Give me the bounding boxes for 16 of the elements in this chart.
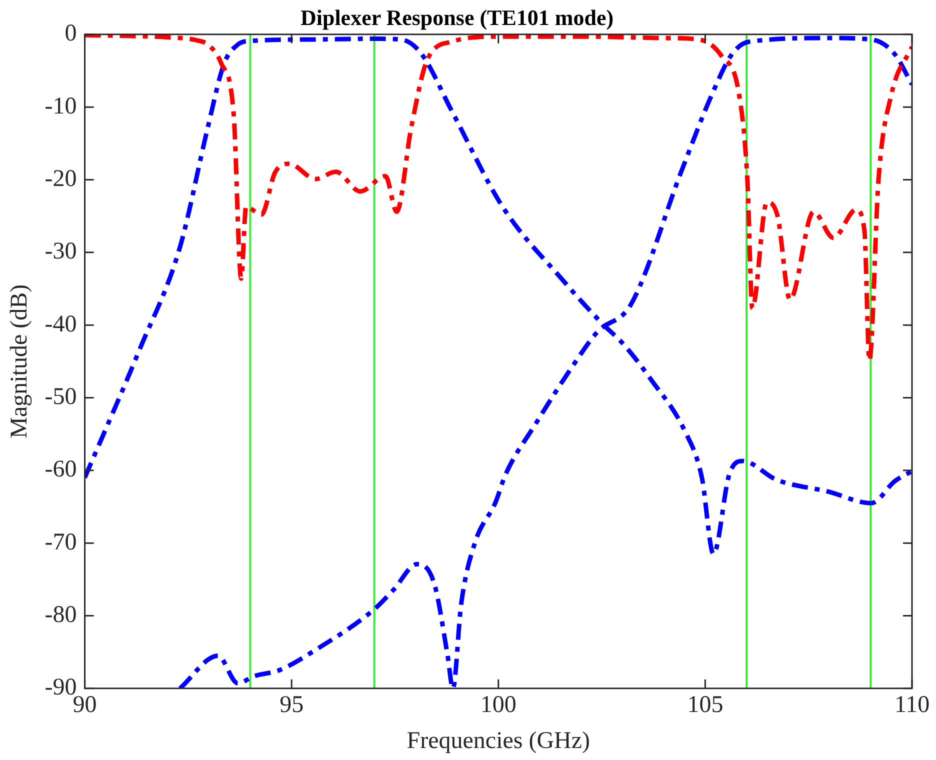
- y-tick-label: -60: [44, 456, 77, 483]
- y-tick-label: -20: [44, 166, 77, 192]
- y-tick-label: -40: [44, 311, 77, 338]
- y-tick-label: -80: [44, 602, 77, 628]
- y-tick-label: 0: [64, 20, 77, 47]
- y-axis-title: Magnitude (dB): [6, 284, 33, 438]
- y-tick-label: -30: [44, 238, 77, 265]
- y-tick-label: -50: [44, 384, 77, 410]
- chart-title: Diplexer Response (TE101 mode): [300, 4, 614, 30]
- y-tick-label: -10: [44, 93, 77, 120]
- x-tick-label: 105: [687, 692, 724, 718]
- x-axis-title: Frequencies (GHz): [406, 728, 590, 754]
- x-tick-label: 95: [280, 692, 304, 718]
- y-tick-label: -70: [44, 529, 77, 556]
- x-tick-label: 110: [894, 692, 930, 718]
- x-tick-label: 100: [480, 692, 516, 718]
